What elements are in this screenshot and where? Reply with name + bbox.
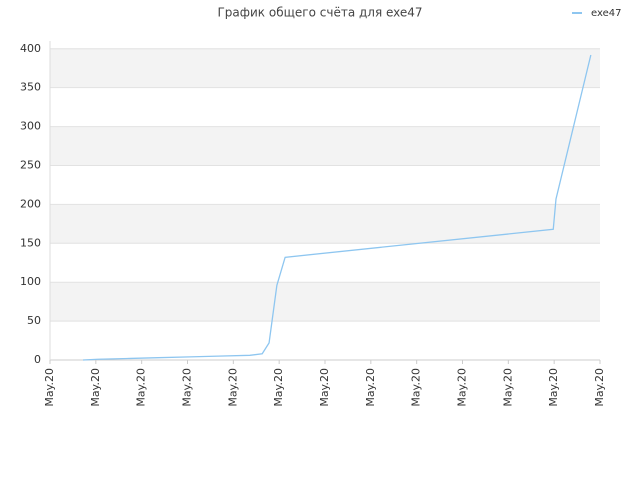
x-tick-label: May.20	[43, 368, 56, 407]
x-tick-label: May.20	[181, 368, 194, 407]
y-tick-label: 0	[34, 353, 41, 366]
x-tick-label: May.20	[547, 368, 560, 407]
data-line	[82, 54, 592, 361]
grid-band	[50, 126, 600, 166]
x-tick-label: May.20	[89, 368, 102, 407]
x-tick-label: May.20	[226, 368, 239, 407]
x-tick-label: May.20	[593, 368, 606, 407]
grid-band	[50, 48, 600, 88]
legend-label: exe47	[591, 8, 621, 19]
x-tick-label: May.20	[364, 368, 377, 407]
x-tick-label: May.20	[318, 368, 331, 407]
x-tick-label: May.20	[410, 368, 423, 407]
y-tick-label: 200	[20, 197, 41, 210]
y-tick-label: 100	[20, 275, 41, 288]
y-tick-label: 250	[20, 158, 41, 171]
x-tick-label: May.20	[272, 368, 285, 407]
x-tick-label: May.20	[456, 368, 469, 407]
y-tick-label: 350	[20, 81, 41, 94]
grid-band	[50, 204, 600, 244]
chart-title: График общего счёта для exe47	[217, 6, 422, 20]
grid-band	[50, 282, 600, 322]
y-tick-label: 150	[20, 236, 41, 249]
x-tick-label: May.20	[501, 368, 514, 407]
y-tick-label: 300	[20, 120, 41, 133]
y-tick-label: 50	[27, 314, 41, 327]
y-tick-label: 400	[20, 42, 41, 55]
x-tick-label: May.20	[135, 368, 148, 407]
